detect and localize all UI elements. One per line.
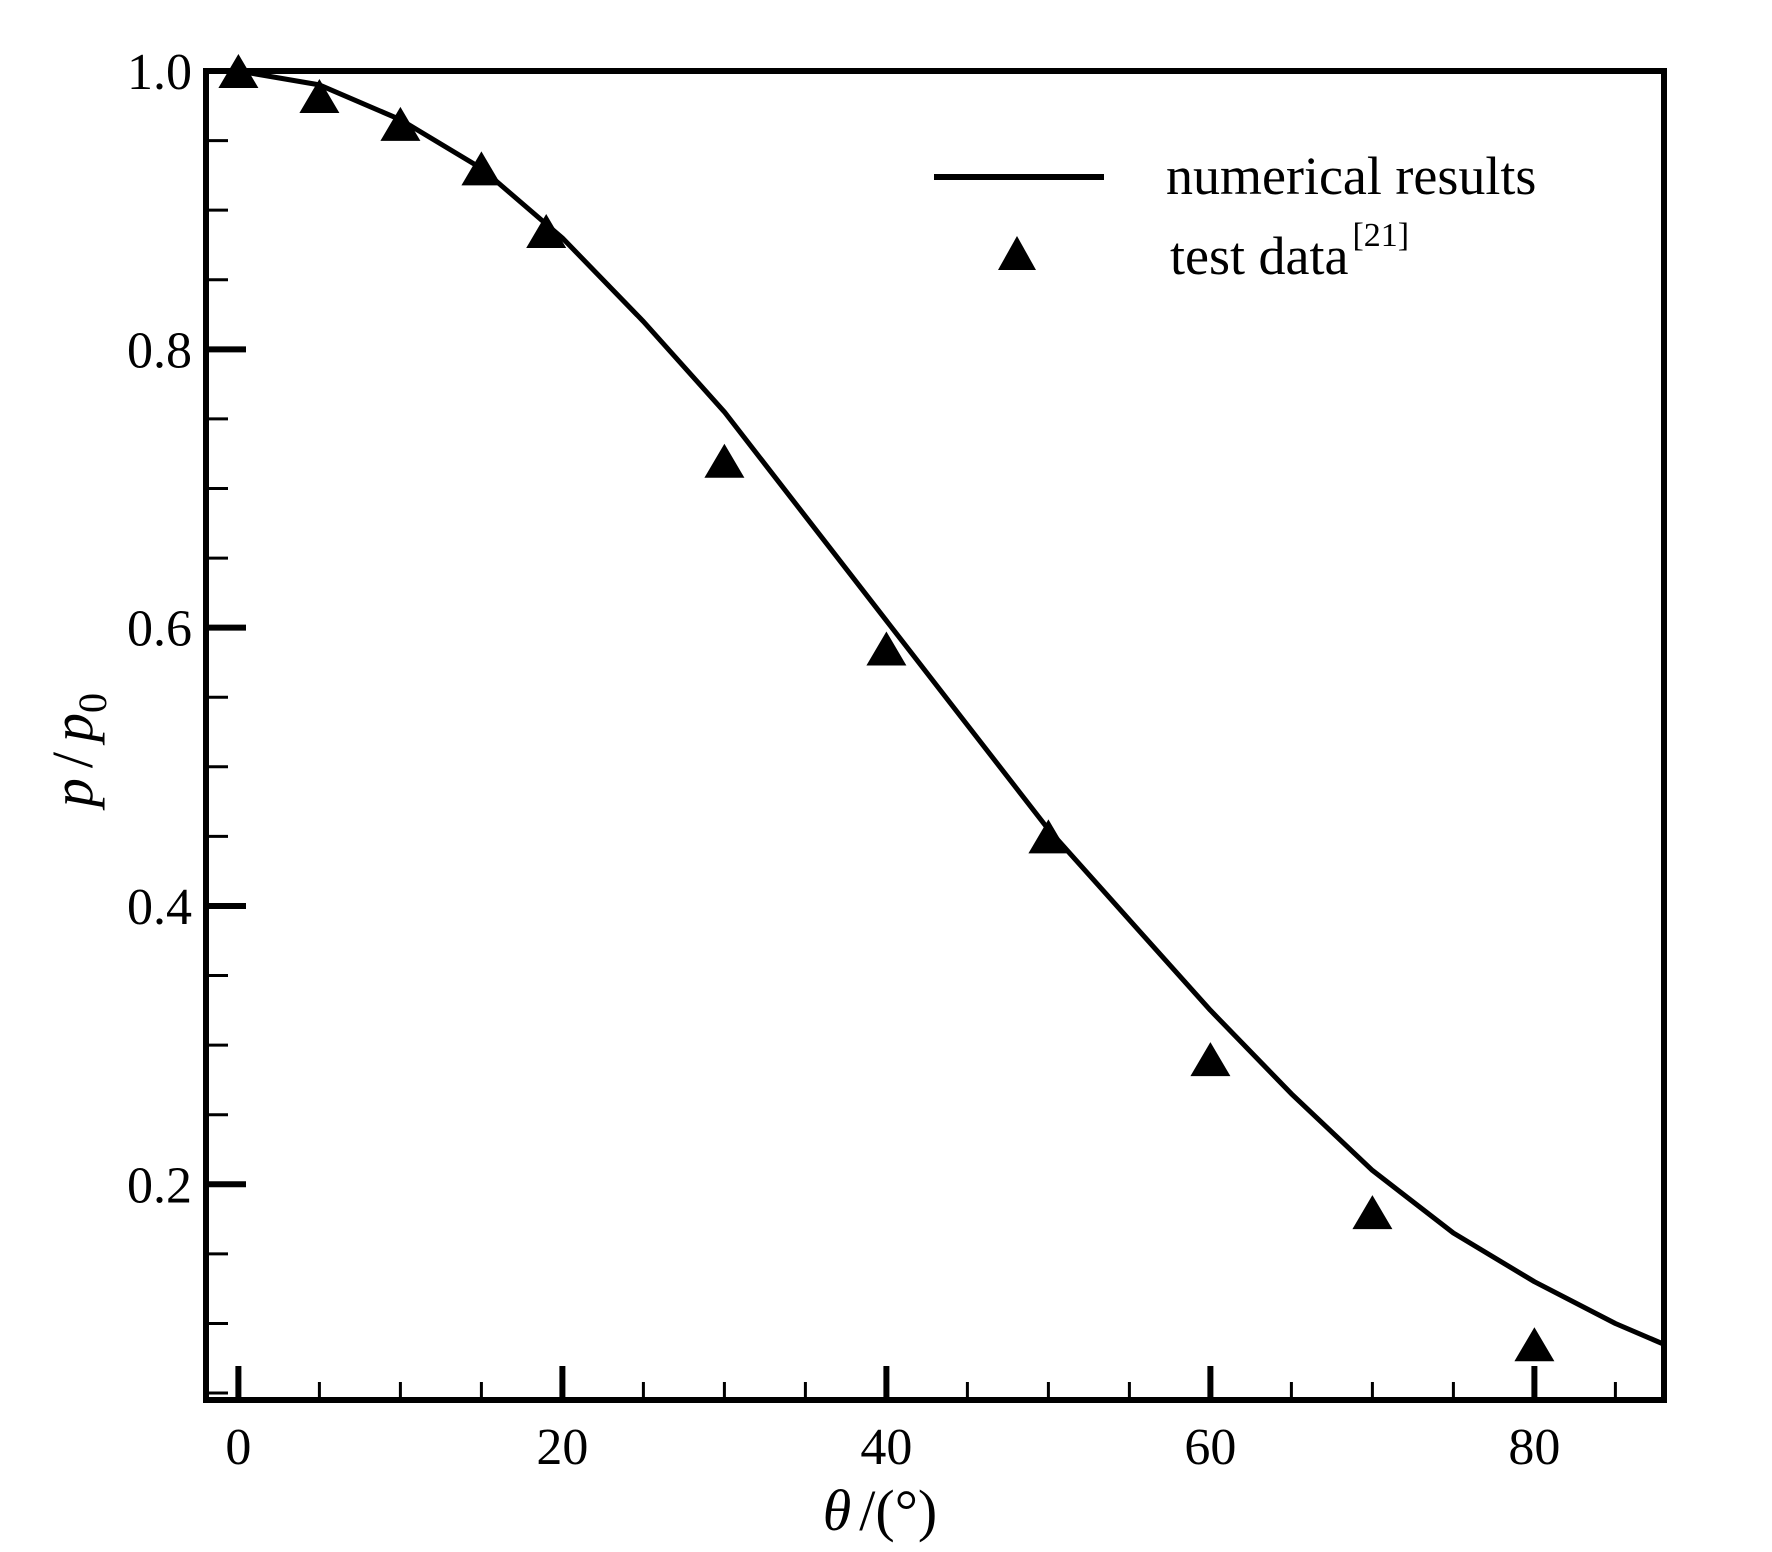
x-axis-title: θ/(°) [823, 1478, 937, 1543]
y-tick-label: 0.2 [127, 1157, 192, 1214]
data-point-triangle [1514, 1327, 1555, 1362]
y-axis-denominator: p [40, 713, 105, 746]
x-tick-label: 20 [536, 1419, 588, 1476]
series-line-numerical-results [237, 68, 1665, 1347]
legend-label-numerical-results: numerical results [1166, 146, 1536, 206]
x-tick-labels: 0 20 40 60 80 [225, 1419, 1560, 1476]
x-tick-label: 40 [860, 1419, 912, 1476]
y-axis-separator: / [40, 751, 105, 768]
y-tick-label: 0.6 [127, 601, 192, 658]
data-point-triangle [1352, 1195, 1393, 1230]
legend-test-data-name: test data [1170, 226, 1348, 286]
legend-marker-triangle [998, 236, 1036, 270]
x-tick-label: 80 [1508, 1419, 1560, 1476]
legend: numerical results test data [21] [934, 146, 1536, 286]
legend-label-test-data: test data [21] [1170, 217, 1409, 286]
data-point-triangle [866, 631, 907, 666]
y-axis-subscript: 0 [70, 693, 115, 713]
minor-ticks [206, 139, 1617, 1400]
x-tick-label: 0 [225, 1419, 251, 1476]
data-point-triangle [380, 106, 421, 141]
data-point-triangle [461, 151, 502, 186]
y-tick-label: 1.0 [127, 44, 192, 101]
series-markers-test-data [218, 54, 1555, 1362]
x-tick-label: 60 [1184, 1419, 1236, 1476]
data-point-triangle [704, 443, 745, 478]
plot-frame [203, 68, 1667, 1403]
data-point-triangle [1190, 1042, 1231, 1077]
y-tick-label: 0.8 [127, 322, 192, 379]
legend-test-data-ref: [21] [1352, 217, 1409, 254]
data-point-triangle [1028, 819, 1069, 854]
x-axis-symbol: θ [823, 1478, 852, 1543]
data-point-triangle [526, 214, 567, 248]
x-axis-unit: /(°) [859, 1478, 937, 1543]
y-tick-labels: 0.2 0.4 0.6 0.8 1.0 [127, 44, 192, 1214]
y-axis-title: p/p0 [40, 693, 115, 811]
data-point-triangle [299, 79, 340, 113]
y-axis-numerator: p [40, 778, 105, 811]
y-tick-label: 0.4 [127, 879, 192, 936]
